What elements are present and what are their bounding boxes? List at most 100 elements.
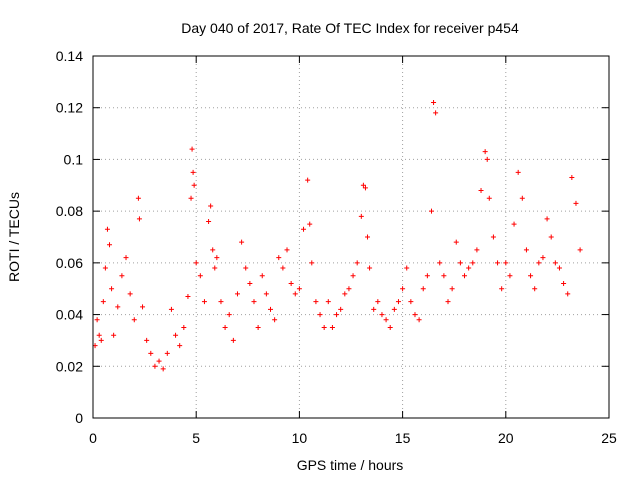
data-point	[507, 273, 513, 279]
data-point	[189, 146, 195, 152]
data-point	[234, 291, 240, 297]
data-point	[573, 200, 579, 206]
data-point	[98, 337, 104, 343]
data-point	[190, 169, 196, 175]
data-point	[379, 312, 385, 318]
data-point	[400, 286, 406, 292]
data-point	[313, 299, 319, 305]
data-point	[181, 325, 187, 330]
data-point	[412, 312, 418, 318]
data-point	[144, 337, 150, 343]
data-point	[109, 286, 115, 292]
data-point	[561, 281, 567, 287]
data-point	[329, 325, 335, 330]
data-point	[365, 234, 371, 240]
data-point	[173, 332, 179, 338]
x-tick-label: 15	[395, 430, 411, 446]
data-point	[495, 260, 501, 266]
data-point	[201, 299, 207, 305]
data-point	[354, 260, 360, 266]
data-point	[210, 247, 216, 253]
data-point	[136, 216, 142, 222]
chart-title: Day 040 of 2017, Rate Of TEC Index for r…	[181, 20, 519, 36]
x-tick-label: 25	[601, 430, 617, 446]
data-point	[569, 175, 575, 181]
plot-frame	[92, 55, 610, 419]
data-point	[420, 286, 426, 292]
data-point	[416, 317, 422, 323]
data-point	[449, 286, 455, 292]
data-point	[474, 247, 480, 253]
data-point	[371, 306, 377, 312]
y-tick-label: 0.06	[56, 255, 83, 271]
x-tick-label: 5	[192, 430, 200, 446]
data-point	[431, 100, 437, 106]
y-tick-label: 0.14	[56, 48, 83, 64]
data-point	[391, 306, 397, 312]
data-point	[519, 195, 525, 201]
data-point	[135, 195, 141, 201]
data-point	[445, 299, 451, 305]
data-point	[362, 185, 368, 191]
data-point	[556, 265, 562, 271]
data-point	[486, 195, 492, 201]
data-point	[301, 226, 307, 232]
data-point	[515, 169, 521, 175]
data-point	[96, 332, 102, 338]
data-point	[511, 221, 517, 227]
data-point	[239, 239, 245, 245]
x-tick-label: 20	[498, 430, 514, 446]
data-point	[321, 325, 327, 330]
data-point	[367, 265, 373, 271]
data-point	[168, 306, 174, 312]
data-point	[360, 182, 366, 188]
data-point	[544, 216, 550, 222]
data-point	[100, 299, 106, 305]
data-point	[395, 299, 401, 305]
data-point	[334, 312, 340, 318]
data-point	[424, 273, 430, 279]
data-point	[272, 317, 278, 323]
data-point	[325, 299, 331, 305]
data-point	[185, 293, 191, 299]
y-tick-label: 0	[75, 410, 83, 426]
data-point	[140, 304, 146, 310]
y-tick-label: 0.08	[56, 203, 83, 219]
data-point	[115, 304, 121, 310]
data-point	[548, 234, 554, 240]
y-tick-label: 0.12	[56, 100, 83, 116]
data-point	[243, 265, 249, 271]
data-point	[280, 265, 286, 271]
data-point	[350, 273, 356, 279]
data-point	[305, 177, 311, 183]
x-tick-label: 10	[292, 430, 308, 446]
data-point	[94, 317, 100, 323]
data-point	[208, 203, 214, 209]
data-point	[164, 350, 170, 356]
data-point	[177, 343, 183, 349]
data-point	[255, 325, 261, 330]
data-point	[251, 299, 257, 305]
data-point	[552, 260, 558, 266]
data-point	[222, 325, 228, 330]
data-point	[387, 325, 393, 330]
data-point	[309, 260, 315, 266]
data-point	[148, 350, 154, 356]
data-point	[499, 286, 505, 292]
data-point	[317, 312, 323, 318]
data-point	[532, 286, 538, 292]
data-point	[123, 255, 129, 261]
data-point	[230, 337, 236, 343]
data-point	[206, 218, 212, 224]
data-point	[188, 195, 194, 201]
data-point	[288, 281, 294, 287]
data-point	[152, 363, 158, 369]
data-point	[191, 182, 197, 188]
y-tick-label: 0.02	[56, 358, 83, 374]
data-point	[404, 265, 410, 271]
data-point	[226, 312, 232, 318]
axis-ticks: 0 5 10 15 20 25 0 0.02 0.04 0.06 0.08 0.1 0.12 0.14	[56, 48, 617, 446]
data-point	[453, 239, 459, 245]
data-point	[528, 273, 534, 279]
